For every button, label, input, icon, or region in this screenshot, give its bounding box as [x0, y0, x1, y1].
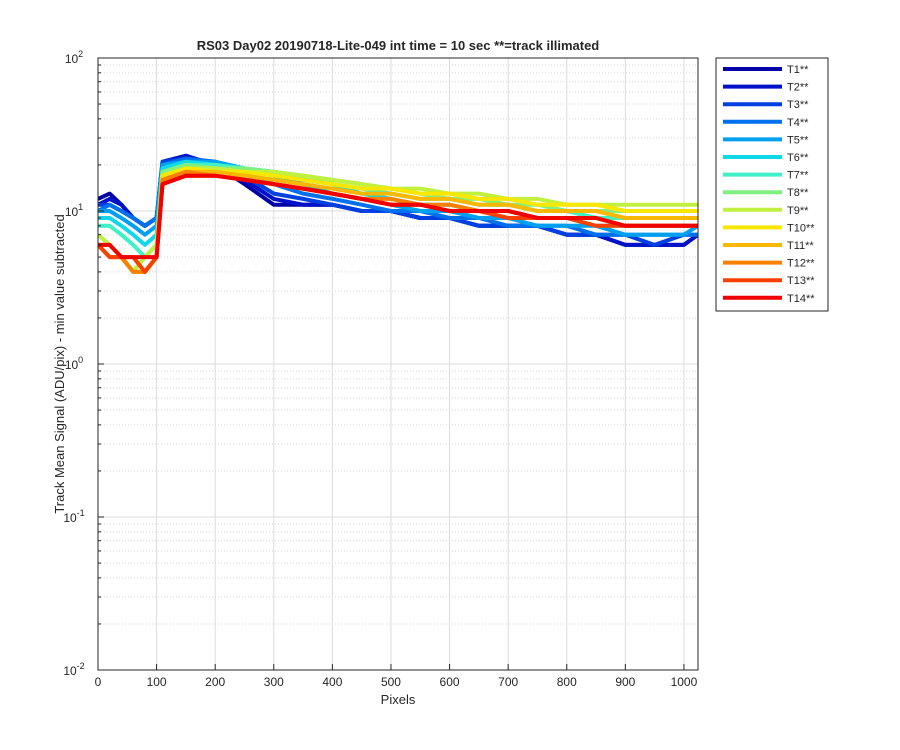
legend-label: T10**	[787, 222, 815, 234]
chart-title: RS03 Day02 20190718-Lite-049 int time = …	[197, 38, 600, 53]
series-layer	[98, 153, 698, 274]
legend-label: T13**	[787, 275, 815, 287]
x-tick-label: 100	[147, 675, 167, 689]
x-tick-label: 200	[205, 675, 225, 689]
y-tick-label: 10-1	[63, 508, 84, 525]
legend-box	[715, 57, 829, 312]
series-line-t4	[98, 156, 698, 237]
legend-label: T9**	[787, 205, 809, 217]
x-tick-label: 700	[498, 675, 518, 689]
x-tick-label: 600	[440, 675, 460, 689]
x-tick-label: 1000	[671, 675, 698, 689]
legend-label: T8**	[787, 187, 809, 199]
legend-label: T6**	[787, 152, 809, 164]
tick-layer: 0 100 200 300 400 500 600 700 800 900 1000 10-2 10-1…	[63, 49, 697, 689]
y-tick-label: 10-2	[63, 661, 84, 678]
legend-label: T5**	[787, 134, 809, 146]
legend-label: T14**	[787, 293, 815, 305]
legend-label: T12**	[787, 258, 815, 270]
legend-label: T1**	[787, 64, 809, 76]
x-tick-label: 900	[615, 675, 635, 689]
legend: T1** T2** T3** T4** T5** T6** T7** T8** T9** T10*…	[715, 57, 829, 312]
y-tick-label: 100	[65, 355, 83, 372]
legend-label: T11**	[787, 240, 814, 252]
legend-entries: T1** T2** T3** T4** T5** T6** T7** T8** T9** T10*…	[723, 64, 815, 305]
y-axis-label: Track Mean Signal (ADU/pix) - min value …	[52, 214, 67, 513]
x-tick-label: 500	[381, 675, 401, 689]
legend-label: T3**	[787, 99, 809, 111]
plot-area: 0 100 200 300 400 500 600 700 800 900 1000 10-2 10-1…	[63, 49, 699, 689]
x-tick-label: 800	[557, 675, 577, 689]
x-axis-label: Pixels	[381, 692, 416, 707]
x-tick-label: 0	[95, 675, 102, 689]
series-line-t14	[98, 173, 698, 260]
legend-label: T4**	[787, 117, 809, 129]
y-tick-label: 101	[65, 202, 83, 219]
x-tick-label: 300	[264, 675, 284, 689]
legend-label: T7**	[787, 170, 809, 182]
x-tick-label: 400	[322, 675, 342, 689]
y-tick-label: 102	[65, 49, 83, 66]
legend-label: T2**	[787, 82, 809, 94]
